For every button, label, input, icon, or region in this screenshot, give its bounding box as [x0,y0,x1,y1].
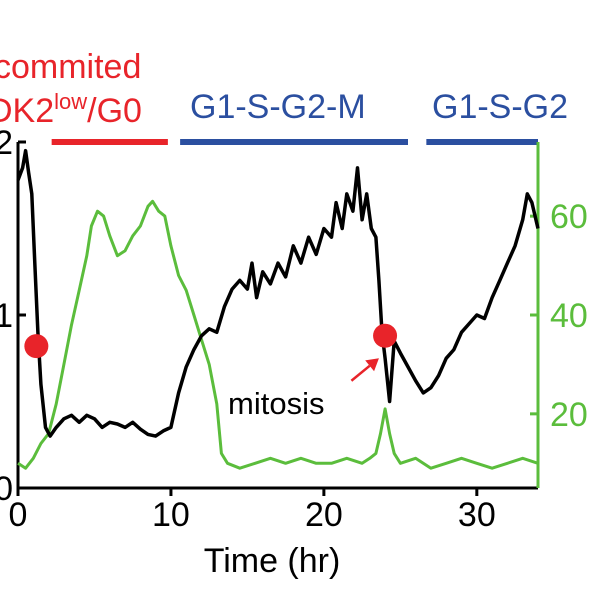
series-line-left [16,148,540,438]
phase-label-line2-post: /G0 [87,92,142,130]
phase-label-line2-sup: low [54,89,87,114]
mitosis-annotation: mitosis [228,386,324,421]
mitosis-marker-0 [24,334,49,359]
phase-label-committed-line1: commited [0,48,141,86]
x-tick-label-0: 0 [9,496,28,534]
series-line-right [17,199,539,470]
phase-label-committed-line2: DK2low/G0 [0,89,142,130]
phase-label-line2-pre: DK2 [0,92,54,130]
x-tick-label-2: 20 [305,496,343,534]
y-right-tick-label-0: 20 [550,396,588,434]
y-right-tick-label-2: 60 [550,198,588,236]
y-left-tick-label-0: 0 [0,470,13,508]
x-tick-label-1: 10 [152,496,190,534]
mitosis-arrow-head [365,358,379,372]
y-left-tick-label-1: 1 [0,297,13,335]
x-tick-label-3: 30 [458,496,496,534]
y-right-tick-label-1: 40 [550,297,588,335]
phase-label-g1-s-g2: G1-S-G2 [432,88,568,126]
mitosis-arrow [350,364,371,382]
y-left-tick-label-2: 2 [0,124,13,162]
x-axis-label: Time (hr) [204,542,341,580]
phase-label-g1-s-g2-m: G1-S-G2-M [190,88,366,126]
mitosis-marker-1 [373,323,398,348]
